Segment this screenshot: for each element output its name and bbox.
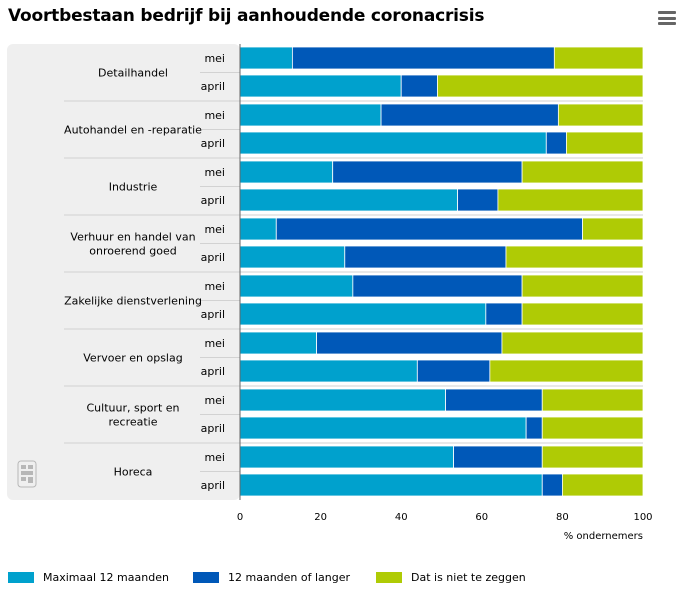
bar-segment[interactable] bbox=[541, 445, 644, 469]
category-label: Zakelijke dienstverlening bbox=[64, 295, 202, 308]
bar-segment[interactable] bbox=[497, 188, 644, 212]
x-axis-ticks: 0 20 40 60 80 100 bbox=[237, 512, 653, 523]
period-label: mei bbox=[204, 337, 225, 350]
category-label: Detailhandel bbox=[98, 67, 168, 80]
category-label: Industrie bbox=[109, 181, 158, 194]
period-label: mei bbox=[204, 52, 225, 65]
bar-segment[interactable] bbox=[352, 274, 523, 298]
bar-segment[interactable] bbox=[562, 473, 644, 497]
bar-segment[interactable] bbox=[239, 416, 527, 440]
legend-label: 12 maanden of langer bbox=[228, 570, 351, 584]
bar-segment[interactable] bbox=[239, 274, 354, 298]
x-tick-label: 80 bbox=[556, 512, 569, 523]
bar-segment[interactable] bbox=[239, 359, 418, 383]
legend-swatch bbox=[376, 571, 402, 583]
bar-segment[interactable] bbox=[332, 160, 523, 184]
x-axis-label: % ondernemers bbox=[564, 531, 643, 542]
bar-segment[interactable] bbox=[400, 74, 438, 98]
category-label: Verhuur en handel van bbox=[70, 231, 195, 244]
bar-segment[interactable] bbox=[541, 473, 563, 497]
bar-segment[interactable] bbox=[553, 46, 644, 70]
legend-item[interactable]: 12 maanden of langer bbox=[193, 570, 350, 584]
bar-segment[interactable] bbox=[239, 388, 446, 412]
bar-segment[interactable] bbox=[525, 416, 543, 440]
bar-segment[interactable] bbox=[566, 131, 644, 155]
period-label: mei bbox=[204, 109, 225, 122]
bar-segment[interactable] bbox=[239, 188, 459, 212]
legend-item[interactable]: Maximaal 12 maanden bbox=[8, 570, 169, 584]
bar-segment[interactable] bbox=[416, 359, 491, 383]
period-label: mei bbox=[204, 223, 225, 236]
bar-segment[interactable] bbox=[239, 245, 346, 269]
bar-segment[interactable] bbox=[239, 103, 382, 127]
legend-label: Maximaal 12 maanden bbox=[43, 570, 169, 584]
bar-segment[interactable] bbox=[501, 331, 644, 355]
bar-segment[interactable] bbox=[485, 302, 523, 326]
period-label: april bbox=[201, 80, 225, 93]
bar-segment[interactable] bbox=[505, 245, 644, 269]
bar-segment[interactable] bbox=[239, 302, 487, 326]
bar-segment[interactable] bbox=[291, 46, 555, 70]
category-label: Autohandel en -reparatie bbox=[64, 124, 202, 137]
period-label: mei bbox=[204, 280, 225, 293]
bar-segment[interactable] bbox=[445, 388, 543, 412]
period-label: april bbox=[201, 251, 225, 264]
x-tick-label: 60 bbox=[475, 512, 488, 523]
category-label: Horeca bbox=[114, 466, 153, 479]
bars bbox=[239, 46, 644, 497]
bar-segment[interactable] bbox=[453, 445, 543, 469]
group-dividers bbox=[64, 72, 643, 472]
bar-segment[interactable] bbox=[239, 217, 277, 241]
legend-swatch bbox=[193, 571, 219, 583]
bar-segment[interactable] bbox=[457, 188, 499, 212]
legend: Maximaal 12 maanden 12 maanden of langer D… bbox=[8, 570, 678, 584]
legend-label: Dat is niet te zeggen bbox=[411, 570, 526, 584]
x-tick-label: 0 bbox=[237, 512, 243, 523]
hamburger-menu-icon[interactable] bbox=[658, 11, 676, 25]
period-label: april bbox=[201, 308, 225, 321]
bar-segment[interactable] bbox=[541, 388, 644, 412]
chart-title: Voortbestaan bedrijf bij aanhoudende cor… bbox=[8, 6, 485, 26]
x-tick-label: 40 bbox=[395, 512, 408, 523]
bar-segment[interactable] bbox=[437, 74, 644, 98]
period-label: mei bbox=[204, 166, 225, 179]
legend-item[interactable]: Dat is niet te zeggen bbox=[376, 570, 526, 584]
period-label: april bbox=[201, 137, 225, 150]
x-tick-label: 100 bbox=[633, 512, 652, 523]
bar-segment[interactable] bbox=[380, 103, 559, 127]
bar-segment[interactable] bbox=[275, 217, 583, 241]
period-label: mei bbox=[204, 451, 225, 464]
bar-segment[interactable] bbox=[239, 74, 402, 98]
period-label: april bbox=[201, 365, 225, 378]
bar-segment[interactable] bbox=[239, 160, 334, 184]
period-label: april bbox=[201, 479, 225, 492]
cbs-logo-icon bbox=[17, 460, 37, 488]
category-label: onroerend goed bbox=[89, 245, 176, 258]
bar-segment[interactable] bbox=[521, 160, 644, 184]
bar-segment[interactable] bbox=[557, 103, 644, 127]
category-label: Cultuur, sport en bbox=[87, 402, 180, 415]
bar-segment[interactable] bbox=[239, 473, 543, 497]
bar-segment[interactable] bbox=[541, 416, 644, 440]
bar-segment[interactable] bbox=[545, 131, 567, 155]
category-label: Vervoer en opslag bbox=[83, 352, 182, 365]
bar-segment[interactable] bbox=[521, 302, 644, 326]
bar-segment[interactable] bbox=[239, 46, 293, 70]
category-label: recreatie bbox=[108, 416, 157, 429]
period-label: mei bbox=[204, 394, 225, 407]
period-label: april bbox=[201, 194, 225, 207]
bar-segment[interactable] bbox=[316, 331, 503, 355]
bar-segment[interactable] bbox=[239, 131, 547, 155]
x-tick-label: 20 bbox=[314, 512, 327, 523]
bar-segment[interactable] bbox=[521, 274, 644, 298]
bar-segment[interactable] bbox=[489, 359, 644, 383]
period-label: april bbox=[201, 422, 225, 435]
bar-segment[interactable] bbox=[239, 445, 454, 469]
bar-segment[interactable] bbox=[344, 245, 507, 269]
bar-segment[interactable] bbox=[239, 331, 317, 355]
bar-segment[interactable] bbox=[582, 217, 644, 241]
legend-swatch bbox=[8, 571, 34, 583]
